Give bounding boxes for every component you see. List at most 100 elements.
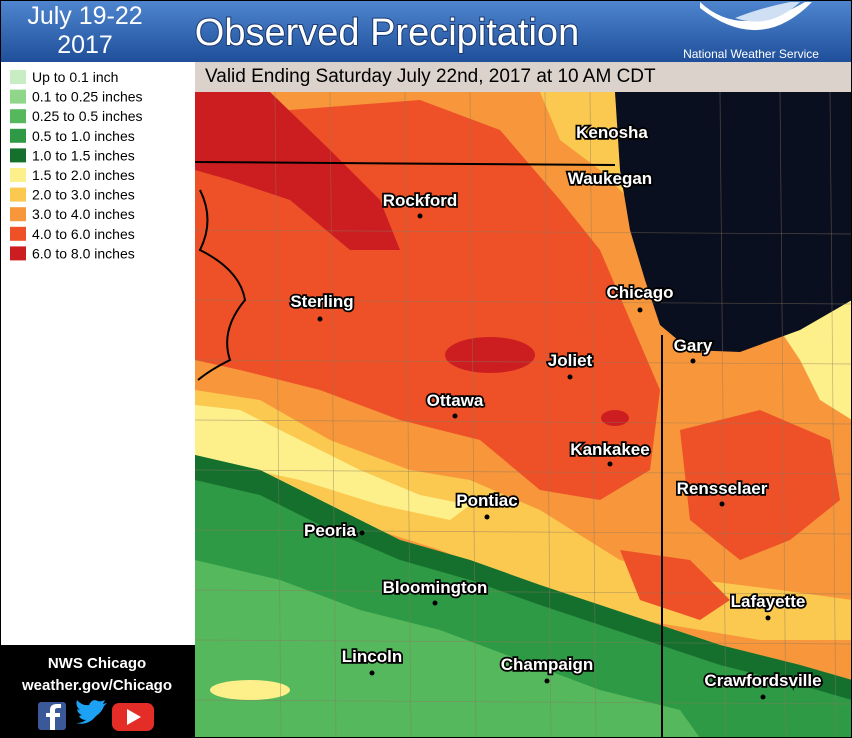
city-dot — [417, 213, 423, 219]
legend-swatch — [10, 246, 26, 261]
county-line — [829, 91, 837, 738]
city-dot — [607, 461, 613, 467]
title: Observed Precipitation — [195, 12, 579, 54]
county-line — [194, 229, 852, 235]
city-label: Waukegan — [568, 169, 652, 188]
area — [210, 680, 290, 700]
river-border — [197, 189, 247, 381]
county-line — [329, 91, 337, 738]
area — [540, 92, 630, 200]
legend-label: 1.0 to 1.5 inches — [32, 147, 135, 163]
legend-swatch — [10, 109, 26, 124]
city-label: Lafayette — [731, 592, 806, 611]
area — [620, 550, 730, 620]
area — [445, 337, 535, 373]
logo — [735, 2, 800, 22]
county-line — [589, 91, 597, 738]
lake — [615, 92, 852, 352]
legend-swatch — [10, 168, 26, 182]
city-label: Rockford — [383, 191, 458, 210]
city-label: Champaign — [501, 655, 594, 674]
legend-label: 6.0 to 8.0 inches — [32, 245, 135, 261]
county-line — [779, 91, 787, 738]
city-dot — [567, 374, 573, 380]
county-line — [194, 639, 852, 645]
city-label: Gary — [674, 336, 713, 355]
legend-label: 0.25 to 0.5 inches — [32, 108, 143, 124]
area — [601, 410, 629, 426]
city-label: Rensselaer — [677, 479, 768, 498]
county-line — [194, 699, 852, 705]
cities: Kenosha Waukegan Rockford Chicago Sterling Ga… — [289, 121, 823, 700]
city-dot — [719, 501, 725, 507]
city-label: Kenosha — [576, 123, 648, 142]
logo — [700, 2, 812, 31]
state-border — [194, 161, 616, 166]
city-dot — [690, 358, 696, 364]
city-dot — [359, 530, 365, 536]
county-line — [544, 91, 552, 738]
city-dot — [760, 694, 766, 700]
legend-swatch — [10, 148, 26, 163]
area — [195, 455, 852, 700]
office: NWS Chicago — [48, 655, 146, 672]
twitter-icon[interactable] — [76, 700, 107, 724]
legend-swatch — [10, 207, 26, 222]
subtitle: Valid Ending Saturday July 22nd, 2017 at… — [205, 66, 656, 87]
city-label: Sterling — [290, 292, 353, 311]
legend-label: 0.1 to 0.25 inches — [32, 89, 143, 105]
legend-label: 4.0 to 6.0 inches — [32, 226, 135, 242]
date-line: July 19-22 — [27, 2, 142, 30]
county-line — [719, 91, 727, 738]
legend-swatch — [10, 89, 26, 104]
city-dot — [765, 615, 771, 621]
agency: National Weather Service — [683, 47, 819, 61]
area — [680, 410, 840, 560]
city-label: Crawfordsville — [704, 671, 821, 690]
url: weather.gov/Chicago — [21, 677, 172, 694]
city-label: Lincoln — [342, 647, 402, 666]
city-dot — [452, 413, 458, 419]
legend-swatch — [10, 226, 26, 241]
subtitle-bar — [195, 62, 852, 92]
legend-label: Up to 0.1 inch — [32, 69, 118, 85]
city-label: Joliet — [548, 351, 593, 370]
city-label: Bloomington — [383, 578, 488, 597]
city-dot — [484, 514, 490, 520]
legend-label: 3.0 to 4.0 inches — [32, 206, 135, 222]
city-dot — [432, 600, 438, 606]
county-line — [194, 529, 852, 535]
county-line — [469, 91, 477, 738]
legend-swatch — [10, 187, 26, 202]
city-label: Kankakee — [570, 440, 649, 459]
legend-swatch — [10, 70, 26, 84]
city-label: Chicago — [606, 283, 673, 302]
youtube-glyph — [127, 709, 141, 725]
facebook-glyph — [46, 704, 61, 730]
map: Kenosha Waukegan Rockford Chicago Sterling Ga… — [194, 62, 852, 738]
legend: Up to 0.1 inch 0.1 to 0.25 inches 0.25 to … — [10, 69, 143, 261]
city-dot — [637, 307, 643, 313]
city-dot — [317, 316, 323, 322]
city-label: Peoria — [304, 521, 357, 540]
legend-swatch — [10, 128, 26, 143]
city-dot — [544, 678, 550, 684]
county-lines — [194, 91, 852, 738]
city-dot — [369, 670, 375, 676]
city-label: Pontiac — [456, 491, 517, 510]
legend-label: 1.5 to 2.0 inches — [32, 167, 135, 183]
county-line — [274, 91, 282, 738]
legend-label: 0.5 to 1.0 inches — [32, 128, 135, 144]
date-line: 2017 — [57, 31, 113, 59]
county-line — [194, 299, 852, 305]
area — [195, 405, 470, 520]
county-line — [194, 589, 852, 595]
county-line — [194, 419, 852, 425]
city-label: Ottawa — [427, 391, 484, 410]
county-line — [194, 469, 852, 475]
footer — [0, 645, 195, 738]
legend-label: 2.0 to 3.0 inches — [32, 187, 135, 203]
area — [195, 92, 400, 250]
